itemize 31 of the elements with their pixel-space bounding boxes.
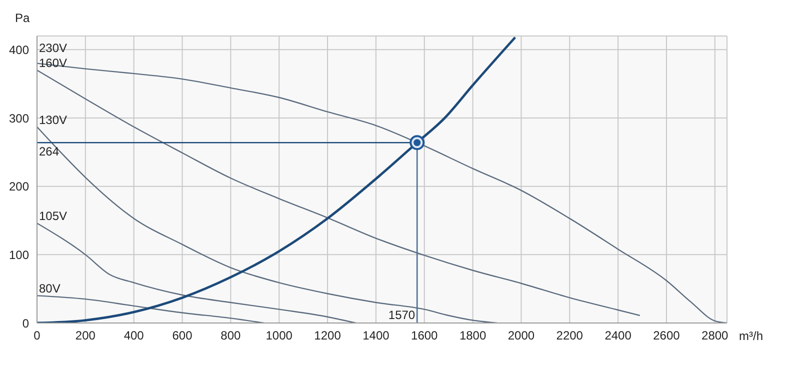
x-tick-label: 2600 <box>653 328 680 343</box>
series-label: 230V <box>39 41 68 56</box>
x-tick-label: 1800 <box>459 328 486 343</box>
x-tick-label: 1600 <box>411 328 438 343</box>
line-series <box>37 222 356 323</box>
ref-line-label: 264 <box>39 144 60 159</box>
y-axis-title: Pa <box>15 11 30 25</box>
series-label: 105V <box>39 209 68 224</box>
x-tick-label: 2800 <box>702 328 729 343</box>
ref-line-label: 1570 <box>388 308 416 322</box>
x-tick-label: 1400 <box>362 328 390 343</box>
x-tick-label: 200 <box>75 328 96 343</box>
y-tick-label: 200 <box>8 180 30 194</box>
x-tick-label: 800 <box>220 328 242 343</box>
x-tick-label: 1200 <box>314 328 342 343</box>
series-label: 130V <box>39 112 68 127</box>
x-tick-label: 2400 <box>604 328 632 343</box>
series-label: 80V <box>39 282 60 296</box>
x-tick-label: 0 <box>34 328 41 343</box>
y-tick-label: 300 <box>8 111 30 126</box>
x-axis-title: m³/h <box>739 329 763 343</box>
x-tick-label: 2000 <box>508 328 535 343</box>
line-series <box>37 295 264 323</box>
x-tick-label: 600 <box>172 328 193 343</box>
x-tick-label: 400 <box>124 328 144 343</box>
y-tick-label: 100 <box>8 248 30 262</box>
line-series <box>37 126 498 323</box>
x-tick-label: 1000 <box>266 328 293 343</box>
x-tick-label: 2200 <box>556 328 584 343</box>
y-tick-label: 0 <box>22 316 30 330</box>
y-tick-label: 400 <box>8 42 30 57</box>
